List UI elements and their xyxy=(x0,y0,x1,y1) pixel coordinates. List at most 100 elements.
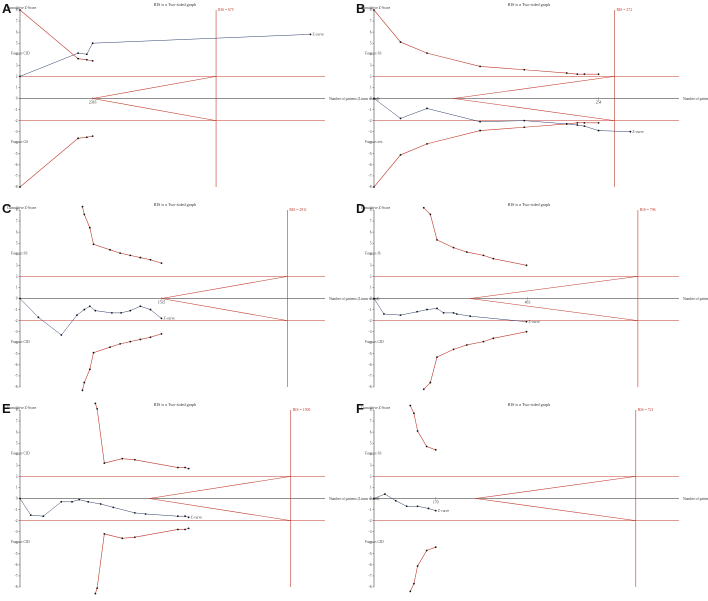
y-tick-label: 2 xyxy=(370,275,372,279)
monitoring-boundary-lower-point xyxy=(133,536,136,539)
monitoring-boundary-upper-point xyxy=(425,445,428,448)
y-tick-label: 5 xyxy=(16,441,18,445)
monitoring-boundary-upper xyxy=(82,206,162,264)
y-tick-label: -4 xyxy=(369,141,372,145)
z-curve-point xyxy=(523,119,526,122)
futility-boundary-lower xyxy=(92,98,217,121)
z-curve-point xyxy=(565,123,568,125)
tsa-panel-b: B RIS is a Two-sided graph Cumulative Z-Sc… xyxy=(356,1,708,189)
monitoring-boundary-lower-point xyxy=(184,528,186,531)
monitoring-boundary-lower-point xyxy=(429,381,432,384)
x-axis-label: Number of patients (Linear scaled) xyxy=(683,497,708,501)
y-tick-label: 1 xyxy=(370,286,372,290)
panel-letter: A xyxy=(2,1,12,16)
y-tick-label: 8 xyxy=(16,408,18,412)
z-curve-point xyxy=(60,500,63,503)
y-tick-label: -3 xyxy=(369,330,372,334)
monitoring-boundary-lower-point xyxy=(83,381,86,384)
y-tick-label: 6 xyxy=(16,430,18,434)
chart-title: RIS is a Two-sided graph xyxy=(154,402,197,407)
y-tick-label: 2 xyxy=(370,75,372,79)
x-axis-label: Number of patients (Linear scaled) xyxy=(329,97,380,101)
y-tick-label: 3 xyxy=(370,264,372,268)
y-tick-label: -2 xyxy=(15,119,18,123)
monitoring-boundary-upper-point xyxy=(434,448,437,451)
monitoring-boundary-upper-point xyxy=(399,41,402,43)
z-curve-point xyxy=(452,311,455,314)
y-tick-label: 8 xyxy=(16,208,18,212)
y-tick-label: -5 xyxy=(15,352,18,356)
y-tick-label: -2 xyxy=(15,519,18,523)
favours-upper-label: Favours SS xyxy=(365,451,381,455)
z-curve-point xyxy=(309,33,312,36)
z-curve-point xyxy=(426,107,428,110)
sample-size-label: 2316 xyxy=(89,101,97,105)
y-axis-label: Cumulative Z-Score xyxy=(7,206,37,210)
y-tick-label: -7 xyxy=(15,374,18,378)
monitoring-boundary-lower-point xyxy=(425,549,428,552)
y-tick-label: -4 xyxy=(369,541,372,545)
monitoring-boundary-lower xyxy=(95,528,189,594)
monitoring-boundary-upper-point xyxy=(119,252,122,255)
z-curve-point xyxy=(405,505,408,508)
monitoring-boundary-upper xyxy=(410,405,436,451)
monitoring-boundary-upper-point xyxy=(597,73,600,76)
y-tick-label: -6 xyxy=(369,563,372,567)
monitoring-boundary-upper-point xyxy=(576,73,579,76)
z-curve-point xyxy=(60,334,63,336)
monitoring-boundary-upper-point xyxy=(413,412,415,415)
y-tick-label: 4 xyxy=(370,52,372,56)
futility-boundary-upper xyxy=(149,476,291,499)
y-tick-label: -8 xyxy=(369,185,372,189)
monitoring-boundary-lower-point xyxy=(149,336,152,339)
z-curve-point xyxy=(383,493,386,495)
y-tick-label: -2 xyxy=(15,319,18,323)
y-tick-label: -3 xyxy=(369,130,372,134)
monitoring-boundary-upper-point xyxy=(583,73,586,76)
ris-label: RIS = 721 xyxy=(638,408,654,412)
z-curve-point xyxy=(583,125,586,128)
y-tick-label: 1 xyxy=(16,286,18,290)
chart-title: RIS is a Two-sided graph xyxy=(508,402,551,407)
z-curve-point xyxy=(29,514,32,516)
y-tick-label: 2 xyxy=(16,275,18,279)
x-axis-label: Number of patients (Linear scaled) xyxy=(683,97,708,101)
z-curve-point xyxy=(442,311,445,314)
monitoring-boundary-upper-point xyxy=(77,57,79,60)
monitoring-boundary-upper-point xyxy=(429,213,432,216)
z-curve xyxy=(373,98,631,132)
sample-size-label: 254 xyxy=(596,101,602,105)
z-curve-point xyxy=(133,511,136,514)
y-tick-label: 0 xyxy=(370,297,372,301)
futility-boundary-lower xyxy=(470,298,638,321)
y-tick-label: 3 xyxy=(16,464,18,468)
monitoring-boundary-lower-point xyxy=(373,186,375,188)
y-tick-label: 3 xyxy=(16,264,18,268)
monitoring-boundary-upper xyxy=(95,403,189,469)
monitoring-boundary-lower-point xyxy=(160,333,163,335)
y-tick-label: -7 xyxy=(15,174,18,178)
monitoring-boundary-lower-point xyxy=(187,527,190,530)
z-curve-point xyxy=(129,309,132,312)
monitoring-boundary-upper-point xyxy=(452,246,455,249)
y-tick-label: -1 xyxy=(15,108,18,112)
z-curve-point xyxy=(373,297,375,300)
monitoring-boundary-upper-point xyxy=(85,58,88,61)
y-tick-label: -5 xyxy=(15,152,18,156)
y-tick-label: -8 xyxy=(369,585,372,589)
y-tick-label: -1 xyxy=(15,508,18,512)
futility-boundary-lower xyxy=(161,298,288,321)
z-curve-point xyxy=(144,513,147,515)
monitoring-boundary-lower-point xyxy=(94,592,97,595)
y-tick-label: 0 xyxy=(16,297,18,301)
z-curve-label: Z-curve xyxy=(191,516,203,520)
z-curve-point xyxy=(597,129,600,132)
z-curve-point xyxy=(94,309,97,312)
favours-upper-label: Favours CID xyxy=(11,451,30,455)
favours-lower-label: Favours CID xyxy=(11,540,30,544)
monitoring-boundary-lower-point xyxy=(597,121,600,124)
monitoring-boundary-upper-point xyxy=(133,458,136,461)
y-axis-label: Cumulative Z-Score xyxy=(361,406,391,410)
monitoring-boundary-lower-point xyxy=(465,344,468,346)
